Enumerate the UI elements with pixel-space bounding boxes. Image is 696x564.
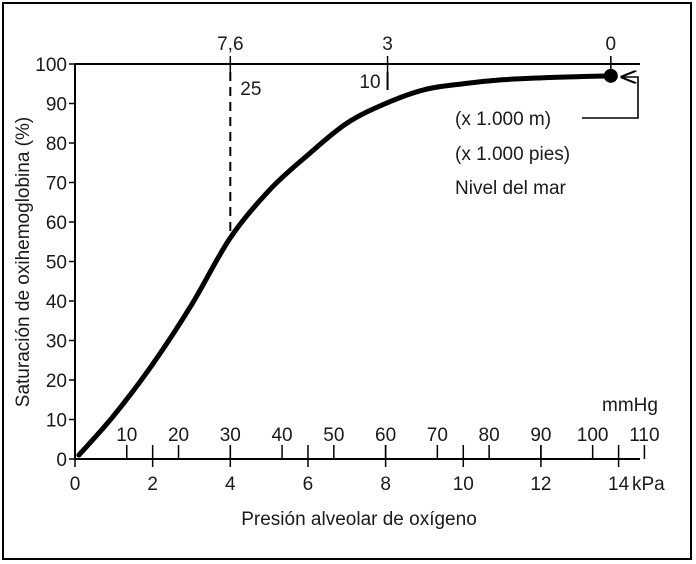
marker-label: 10 xyxy=(359,72,380,93)
y-tick-label: 100 xyxy=(35,55,67,76)
marker-label: 25 xyxy=(240,79,261,100)
x-tick-label-mmhg: 80 xyxy=(479,425,500,446)
x-tick-label-kpa: 4 xyxy=(225,474,236,495)
y-tick-label: 60 xyxy=(46,213,67,234)
x-tick-label-mmhg: 10 xyxy=(116,425,137,446)
x-tick-label-mmhg: 70 xyxy=(427,425,448,446)
x-tick-label-kpa: 8 xyxy=(380,474,391,495)
y-tick-label: 0 xyxy=(56,450,67,471)
y-axis-title: Saturación de oxihemoglobina (%) xyxy=(13,117,34,407)
sea-level-arrow xyxy=(582,77,639,119)
x-tick-label-kpa: 10 xyxy=(453,474,474,495)
y-tick-label: 30 xyxy=(46,332,67,353)
x-tick-label-kpa: 0 xyxy=(70,474,81,495)
x-ticks-mmhg: 10 20 30 40 50 60 70 80 90 100 110 xyxy=(116,425,660,459)
unit-mmhg: mmHg xyxy=(602,395,658,416)
altitude-tick-label: 3 xyxy=(382,34,393,55)
x-tick-label-mmhg: 100 xyxy=(577,425,609,446)
x-tick-label-mmhg: 90 xyxy=(530,425,551,446)
y-tick-label: 20 xyxy=(46,371,67,392)
x-ticks-kpa: 0 2 4 6 8 10 12 14 xyxy=(70,445,630,495)
annotation-meters: (x 1.000 m) xyxy=(455,109,551,130)
altitude-ticks: 7,6 3 0 xyxy=(217,34,616,72)
x-tick-label-mmhg: 40 xyxy=(271,425,292,446)
altitude-tick-label: 0 xyxy=(606,34,617,55)
x-tick-label-mmhg: 30 xyxy=(220,425,241,446)
sea-level-point xyxy=(603,68,618,83)
axes xyxy=(74,63,640,460)
altitude-tick-label: 7,6 xyxy=(217,34,243,55)
unit-kpa: kPa xyxy=(632,474,665,495)
saturation-curve xyxy=(76,73,614,458)
annotation-sea-level: Nivel del mar xyxy=(455,178,567,199)
annotation-feet: (x 1.000 pies) xyxy=(455,144,570,165)
altitude-markers: 25 10 xyxy=(229,72,389,234)
y-tick-label: 80 xyxy=(46,134,67,155)
y-tick-label: 10 xyxy=(46,411,67,432)
x-tick-label-mmhg: 20 xyxy=(168,425,189,446)
x-axis-title: Presión alveolar de oxígeno xyxy=(241,509,477,530)
y-tick-label: 70 xyxy=(46,174,67,195)
x-tick-label-mmhg: 50 xyxy=(323,425,344,446)
x-tick-label-kpa: 2 xyxy=(147,474,158,495)
y-ticks: 0 10 20 30 40 50 60 70 80 90 100 xyxy=(35,55,75,471)
y-tick-label: 50 xyxy=(46,253,67,274)
x-tick-label-mmhg: 60 xyxy=(375,425,396,446)
y-tick-label: 40 xyxy=(46,292,67,313)
x-tick-label-kpa: 12 xyxy=(530,474,551,495)
x-tick-label-kpa: 14 xyxy=(608,474,630,495)
x-tick-label-kpa: 6 xyxy=(303,474,314,495)
y-tick-label: 90 xyxy=(46,95,67,116)
x-tick-label-mmhg: 110 xyxy=(629,425,659,446)
